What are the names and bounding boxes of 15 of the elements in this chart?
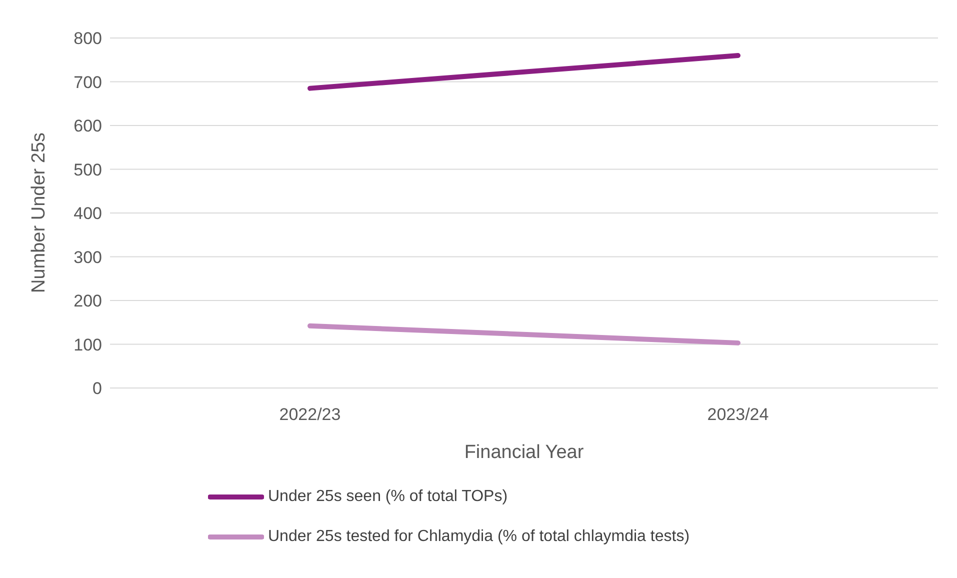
y-tick-label: 200 <box>74 292 102 311</box>
y-tick-label: 100 <box>74 335 102 354</box>
legend-label: Under 25s tested for Chlamydia (% of total chlaymdia tests) <box>268 528 690 546</box>
legend-label: Under 25s seen (% of total TOPs) <box>268 488 508 506</box>
y-tick-label: 700 <box>74 72 102 92</box>
y-tick-label: 300 <box>74 248 102 267</box>
y-tick-label: 500 <box>74 160 102 180</box>
x-tick-label: 2023/24 <box>707 405 769 424</box>
y-tick-label: 0 <box>92 379 102 398</box>
y-axis-title: Number Under 25s <box>28 132 50 293</box>
x-axis-title: Financial Year <box>464 442 584 463</box>
y-tick-label: 600 <box>74 116 102 136</box>
y-tick-label: 800 <box>74 29 102 48</box>
y-tick-label: 400 <box>74 204 102 224</box>
x-tick-label: 2022/23 <box>279 405 341 424</box>
